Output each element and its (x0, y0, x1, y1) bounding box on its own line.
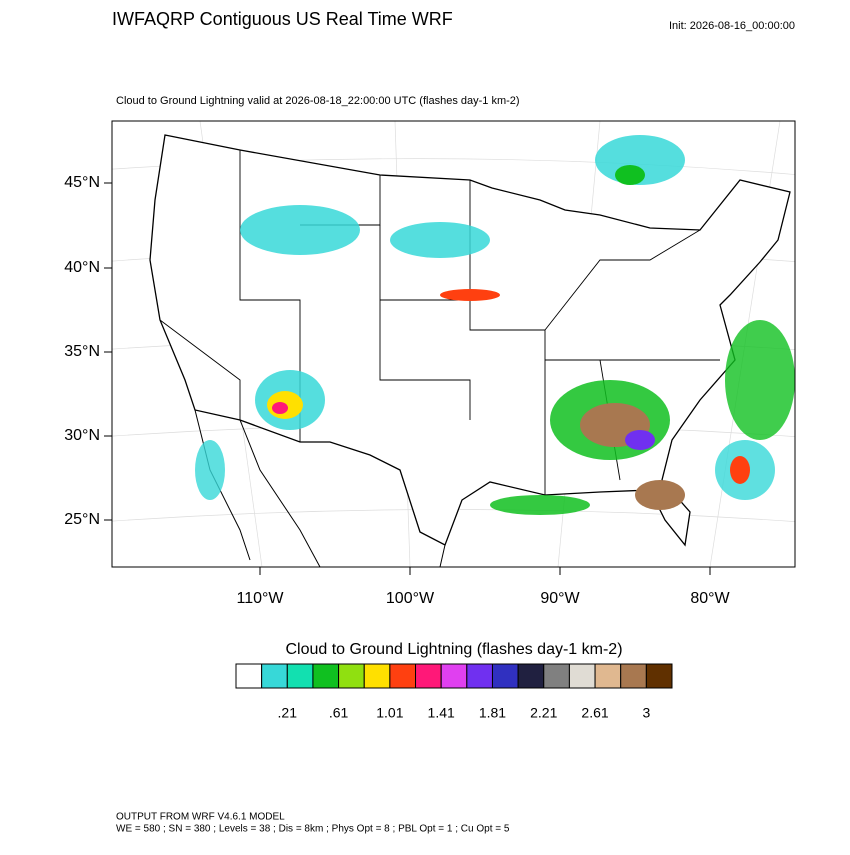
color-box (466, 663, 493, 689)
mexico-outline (194, 409, 446, 567)
colorbar-label: 3 (642, 705, 650, 721)
color-box (363, 663, 391, 689)
lat-label: 25°N (64, 511, 100, 528)
color-box (568, 663, 596, 689)
colorbar-label: 1.81 (479, 705, 506, 721)
color-box (594, 663, 622, 689)
color-box (286, 663, 314, 689)
color-box (517, 663, 545, 689)
color-box (338, 663, 365, 689)
color-box (261, 663, 288, 689)
lat-label: 35°N (64, 343, 100, 360)
color-box (440, 663, 468, 689)
lat-label: 30°N (64, 427, 100, 444)
lon-label: 100°W (386, 590, 435, 607)
map: 45°N 40°N 35°N 30°N 25°N 110°W 100°W 90°W 80°W (64, 120, 796, 607)
color-box (543, 663, 570, 689)
color-box (235, 663, 263, 689)
lon-label: 80°W (690, 590, 730, 607)
state-borders (159, 150, 720, 495)
footer-line: WE = 580 ; SN = 380 ; Levels = 38 ; Dis … (116, 824, 510, 835)
colorbar-label: 2.61 (581, 705, 608, 721)
map-frame (111, 120, 796, 568)
colorbar-label: 2.21 (530, 705, 557, 721)
subtitle: Cloud to Ground Lightning valid at 2026-… (116, 95, 520, 107)
color-box (645, 663, 673, 689)
color-box (389, 663, 417, 689)
color-box (620, 663, 647, 689)
colorbar-label: .61 (329, 705, 349, 721)
colorbar-label: .21 (278, 705, 298, 721)
color-box (312, 663, 340, 689)
lon-label: 90°W (540, 590, 580, 607)
title: IWFAQRP Contiguous US Real Time WRF (112, 9, 453, 29)
colorbar-title: Cloud to Ground Lightning (flashes day-1… (285, 641, 622, 658)
init-time: Init: 2026-08-16_00:00:00 (669, 20, 795, 32)
color-box (415, 663, 442, 689)
colorbar-label: 1.41 (428, 705, 455, 721)
lat-label: 45°N (64, 174, 100, 191)
colorbar-label: 1.01 (376, 705, 403, 721)
lightning-field (195, 135, 795, 515)
lon-label: 110°W (236, 590, 284, 607)
color-box (491, 663, 519, 689)
footer-line: OUTPUT FROM WRF V4.6.1 MODEL (116, 812, 285, 823)
lat-label: 40°N (64, 259, 100, 276)
axis-labels: 45°N 40°N 35°N 30°N 25°N 110°W 100°W 90°W 80°W (64, 174, 730, 607)
colorbar: .21 .61 1.01 1.41 1.81 2.21 2.61 3 (235, 663, 673, 721)
